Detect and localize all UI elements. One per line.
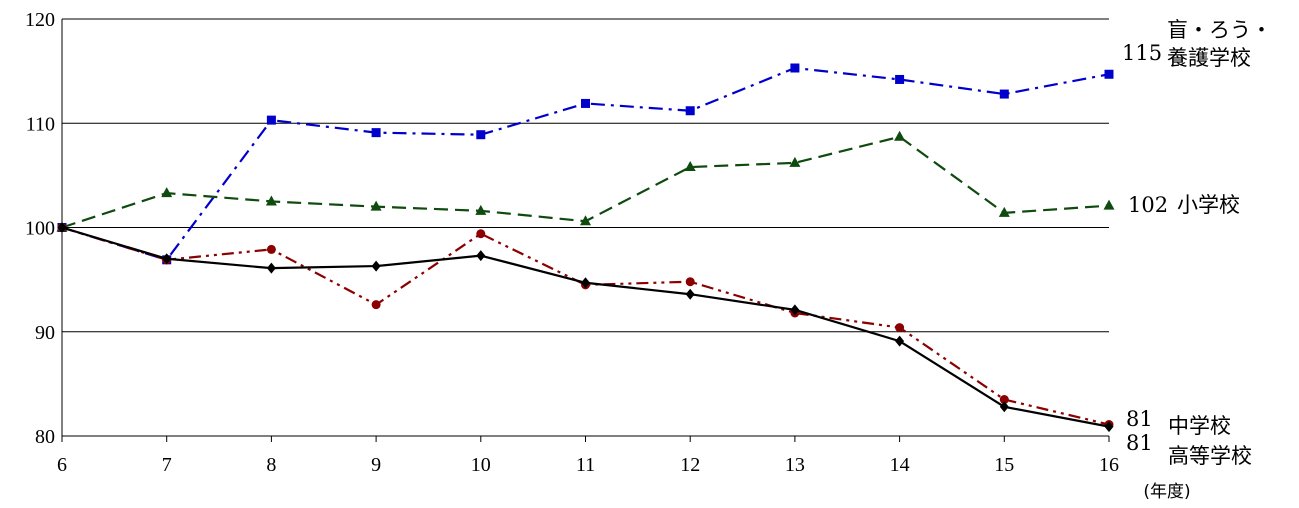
- end-value-elementary: 102: [1128, 193, 1168, 217]
- series-name-highschool: 高等学校: [1168, 444, 1252, 468]
- data-point-elementary-15: [998, 206, 1010, 217]
- series-name-special-line1: 盲・ろう・: [1167, 18, 1272, 42]
- data-point-special-8: [266, 115, 276, 125]
- data-point-juniorhigh-10: [476, 250, 486, 262]
- x-tick-6: 6: [57, 454, 67, 476]
- data-point-juniorhigh-14: [895, 335, 905, 347]
- series-line-highschool: [61, 226, 1110, 426]
- data-point-juniorhigh-7: [162, 253, 172, 265]
- data-point-special-10: [476, 130, 486, 140]
- x-axis-unit: (年度): [1143, 482, 1190, 502]
- data-point-elementary-9: [370, 200, 382, 211]
- grid-lines: [62, 18, 1109, 333]
- data-point-special-16: [1104, 69, 1114, 79]
- data-point-highschool-14: [895, 323, 905, 333]
- x-tick-7: 7: [162, 454, 172, 476]
- data-point-special-14: [895, 74, 905, 84]
- x-tick-9: 9: [371, 454, 381, 476]
- x-tick-8: 8: [266, 454, 276, 476]
- data-point-special-9: [371, 128, 381, 138]
- end-value-highschool: 81: [1126, 431, 1153, 455]
- x-tick-11: 11: [576, 454, 595, 476]
- data-point-highschool-8: [266, 244, 276, 254]
- y-tick-90: 90: [35, 322, 55, 344]
- data-point-juniorhigh-8: [266, 262, 276, 274]
- series-special: [57, 63, 1114, 265]
- x-tick-labels: 6 7 8 9 10 11 12 13 14 15 16 (年度): [57, 454, 1191, 502]
- series-line-special: [61, 66, 1110, 261]
- series-name-elementary: 小学校: [1177, 193, 1240, 217]
- series-group: [56, 63, 1115, 433]
- x-tick-16: 16: [1099, 454, 1119, 476]
- end-value-special: 115: [1122, 41, 1162, 65]
- data-point-juniorhigh-9: [371, 260, 381, 272]
- series-line-elementary: [61, 135, 1110, 229]
- data-point-elementary-10: [475, 204, 487, 215]
- data-point-juniorhigh-13: [790, 304, 800, 316]
- data-point-special-13: [790, 63, 800, 73]
- data-point-highschool-10: [476, 229, 486, 239]
- data-point-special-15: [999, 89, 1009, 99]
- x-tick-14: 14: [890, 454, 910, 476]
- data-point-elementary-8: [265, 195, 277, 206]
- data-point-elementary-16: [1103, 199, 1115, 210]
- y-tick-110: 110: [26, 113, 55, 135]
- y-tick-120: 120: [25, 9, 55, 31]
- series-line-juniorhigh: [61, 226, 1110, 428]
- data-point-highschool-15: [999, 395, 1009, 405]
- data-point-highschool-9: [371, 300, 381, 310]
- data-point-special-11: [581, 98, 590, 108]
- x-tick-12: 12: [680, 454, 700, 476]
- data-point-juniorhigh-6: [57, 222, 67, 233]
- axes: [61, 19, 1110, 442]
- data-point-elementary-12: [684, 161, 696, 172]
- data-point-juniorhigh-15: [999, 401, 1009, 413]
- series-name-juniorhigh: 中学校: [1168, 414, 1231, 438]
- series-name-special-line2: 養護学校: [1167, 46, 1251, 70]
- data-point-elementary-14: [894, 130, 906, 141]
- x-tick-13: 13: [785, 454, 805, 476]
- x-tick-10: 10: [471, 454, 491, 476]
- data-point-elementary-7: [161, 187, 173, 198]
- x-tick-15: 15: [994, 454, 1014, 476]
- data-point-juniorhigh-16: [1104, 421, 1114, 433]
- y-tick-labels: 80 90 100 110 120: [25, 9, 55, 448]
- data-point-juniorhigh-11: [581, 277, 590, 289]
- series-elementary: [56, 130, 1115, 232]
- data-point-elementary-13: [789, 156, 801, 167]
- end-value-juniorhigh: 81: [1126, 407, 1153, 431]
- series-highschool: [57, 223, 1114, 430]
- data-point-elementary-11: [580, 215, 591, 226]
- data-point-special-12: [685, 106, 695, 116]
- y-tick-100: 100: [25, 218, 55, 240]
- data-point-juniorhigh-12: [685, 288, 695, 300]
- data-point-highschool-12: [685, 277, 695, 287]
- series-juniorhigh: [57, 222, 1114, 433]
- y-tick-80: 80: [35, 426, 55, 448]
